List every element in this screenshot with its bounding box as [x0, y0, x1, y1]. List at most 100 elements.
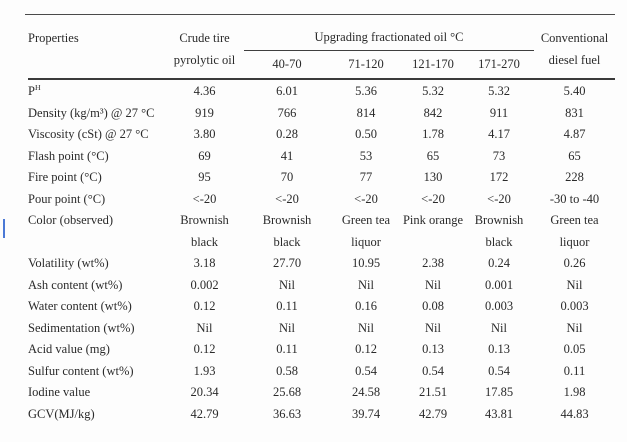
value-cell: 0.24: [488, 256, 510, 270]
value-cell: 0.001: [484, 277, 514, 292]
value-cell: 53: [359, 148, 373, 163]
property-cell: Sulfur content (wt%): [28, 363, 134, 378]
value-cell: 911: [489, 105, 509, 120]
value-cell: -30 to -40: [549, 191, 600, 206]
text-cursor-artifact: [3, 219, 5, 238]
value-cell: 0.58: [276, 363, 298, 378]
value-cell: 39.74: [351, 406, 381, 421]
value-cell: 1.98: [563, 385, 586, 399]
value-cell: Brownish black: [180, 213, 229, 249]
table-row: PH 4.36 6.01 5.36 5.32 5.32 5.40: [28, 81, 615, 103]
value-cell: 766: [277, 105, 297, 120]
value-cell: 831: [565, 105, 584, 120]
value-cell: 5.32: [488, 84, 510, 98]
value-cell: 172: [489, 170, 509, 184]
value-cell: 20.34: [190, 385, 219, 399]
value-cell: <-20: [354, 191, 378, 206]
value-cell: 4.17: [488, 127, 510, 141]
value-cell: 42.79: [190, 406, 219, 421]
value-cell: 0.13: [488, 342, 510, 356]
value-cell: 919: [195, 105, 214, 120]
table-row: Iodine value 20.34 25.68 24.58 21.51 17.…: [28, 382, 615, 404]
value-cell: 0.28: [276, 127, 298, 141]
column-group-header-upgrading: Upgrading fractionated oil °C: [244, 15, 534, 51]
value-cell: 0.11: [276, 342, 298, 356]
table-row: Acid value (mg) 0.12 0.11 0.12 0.13 0.13…: [28, 339, 615, 361]
value-cell: 27.70: [272, 256, 302, 270]
column-header-properties: Properties: [28, 31, 79, 45]
property-cell: Viscosity (cSt) @ 27 °C: [28, 127, 149, 141]
value-cell: 228: [565, 170, 584, 184]
value-cell: 77: [359, 170, 373, 184]
table-row: Volatility (wt%) 3.18 27.70 10.95 2.38 0…: [28, 253, 615, 275]
column-header-121-170: 121-170: [412, 57, 454, 71]
property-cell: Density (kg/m³) @ 27 °C: [28, 105, 155, 120]
value-cell: 6.01: [276, 84, 298, 98]
table-row: Flash point (°C) 69 41 53 65 73 65: [28, 146, 615, 168]
value-cell: 0.11: [563, 363, 586, 378]
table-row: GCV(MJ/kg) 42.79 36.63 39.74 42.79 43.81…: [28, 404, 615, 426]
table-row: Pour point (°C) <-20 <-20 <-20 <-20 <-20…: [28, 189, 615, 211]
value-cell: 4.87: [563, 127, 586, 141]
property-cell: PH: [28, 82, 41, 98]
value-cell: 17.85: [484, 385, 514, 399]
table-header: Properties Crude tire pyrolytic oil Upgr…: [28, 15, 615, 80]
value-cell: <-20: [275, 191, 299, 206]
value-cell: Nil: [566, 277, 583, 292]
value-cell: 25.68: [272, 385, 302, 399]
property-cell: Iodine value: [28, 385, 91, 399]
property-cell: Sedimentation (wt%): [28, 320, 135, 335]
value-cell: Nil: [279, 320, 295, 335]
table-row: Density (kg/m³) @ 27 °C 919 766 814 842 …: [28, 103, 615, 125]
column-header-171-270: 171-270: [478, 57, 520, 71]
column-header-crude-tire: Crude tire pyrolytic oil: [165, 15, 244, 78]
value-cell: 0.26: [563, 256, 586, 270]
value-cell: 0.16: [355, 299, 377, 313]
value-cell: Nil: [425, 277, 441, 292]
value-cell: Green tea liquor: [341, 213, 391, 249]
value-cell: 3.18: [193, 256, 216, 270]
value-cell: 73: [492, 148, 506, 163]
value-cell: 65: [426, 148, 440, 163]
value-cell: Nil: [566, 320, 583, 335]
value-cell: Nil: [425, 320, 441, 335]
property-cell: Ash content (wt%): [28, 277, 123, 292]
value-cell: <-20: [421, 191, 445, 206]
value-cell: 3.80: [193, 127, 216, 141]
diesel-header-line2: diesel fuel: [548, 52, 601, 67]
column-header-71-120: 71-120: [348, 57, 384, 71]
property-cell: Flash point (°C): [28, 148, 109, 163]
value-cell: 69: [198, 148, 211, 163]
value-cell: 95: [198, 170, 211, 184]
value-cell: 70: [280, 170, 294, 184]
value-cell: Nil: [358, 320, 374, 335]
value-cell: Nil: [358, 277, 374, 292]
value-cell: 5.40: [563, 84, 586, 98]
property-cell: Fire point (°C): [28, 170, 102, 184]
value-cell: 0.13: [422, 342, 444, 356]
value-cell: 41: [280, 148, 294, 163]
value-cell: 0.05: [563, 342, 586, 356]
column-header-40-70: 40-70: [272, 57, 302, 71]
crude-header-line1: Crude tire: [179, 31, 230, 45]
value-cell: 0.54: [422, 363, 444, 378]
diesel-header-line1: Conventional: [540, 31, 609, 45]
property-cell: Volatility (wt%): [28, 256, 109, 270]
value-cell: 43.81: [484, 406, 514, 421]
value-cell: Nil: [279, 277, 295, 292]
value-cell: 0.08: [422, 299, 444, 313]
value-cell: 36.63: [272, 406, 302, 421]
crude-header-line2: pyrolytic oil: [173, 52, 236, 67]
property-cell: Pour point (°C): [28, 191, 106, 206]
property-cell: Acid value (mg): [28, 342, 110, 356]
column-header-diesel: Conventional diesel fuel: [534, 15, 615, 78]
value-cell: Brownish black: [474, 213, 524, 249]
value-cell: 0.002: [190, 277, 219, 292]
table-body: PH 4.36 6.01 5.36 5.32 5.32 5.40 Density…: [0, 80, 627, 425]
value-cell: Green tea liquor: [550, 213, 599, 249]
table-row: Ash content (wt%) 0.002 Nil Nil Nil 0.00…: [28, 275, 615, 297]
value-cell: <-20: [192, 191, 217, 206]
value-cell: 0.50: [355, 127, 377, 141]
value-cell: 0.54: [488, 363, 510, 378]
